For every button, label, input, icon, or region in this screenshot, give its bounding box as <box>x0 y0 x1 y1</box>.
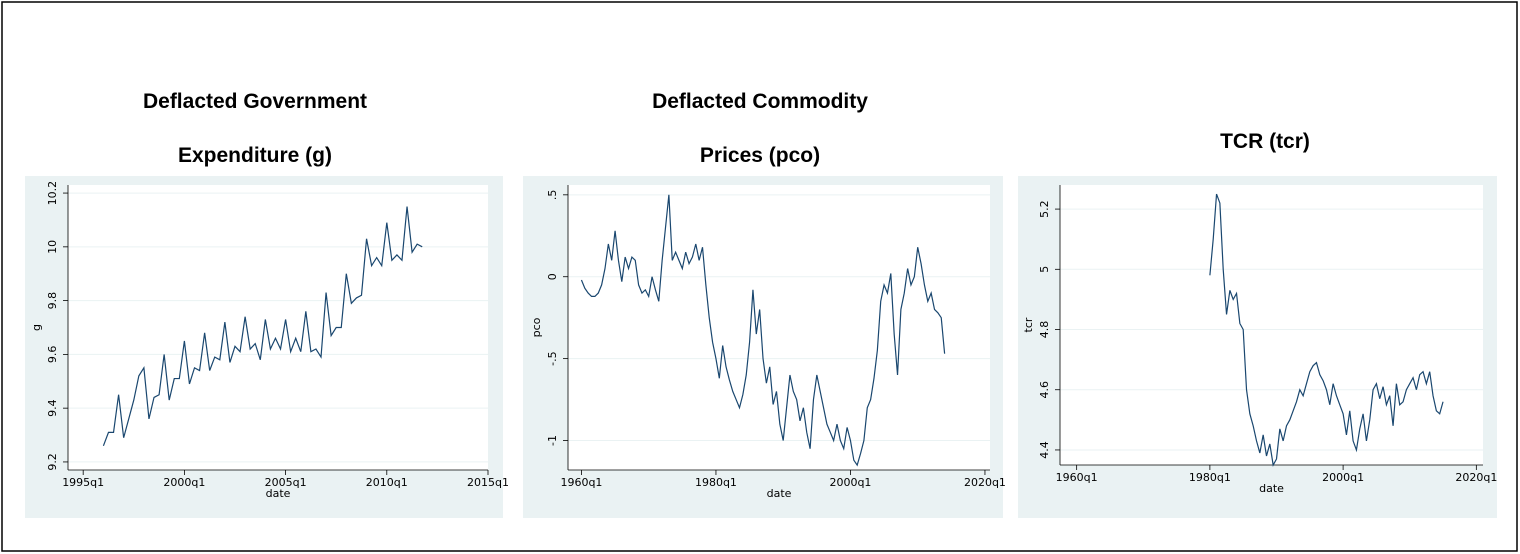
x-tick-label: 2000q1 <box>829 476 871 489</box>
y-tick-label: 9.2 <box>46 453 59 471</box>
plot-area <box>1060 185 1483 465</box>
x-tick-label: 1980q1 <box>695 476 737 489</box>
y-tick-label: 4.8 <box>1038 321 1051 339</box>
y-tick-label: 0 <box>546 273 559 280</box>
x-tick-label: 2010q1 <box>366 476 408 489</box>
x-tick-label: 2020q1 <box>964 476 1006 489</box>
y-tick-label: 4.6 <box>1038 381 1051 399</box>
y-tick-label: .5 <box>546 190 559 201</box>
y-tick-label: -.5 <box>546 351 559 365</box>
data-line <box>1209 193 1444 467</box>
x-tick-label: 2005q1 <box>265 476 307 489</box>
y-axis-title: pco <box>530 317 543 337</box>
y-tick-label: 10 <box>46 240 59 254</box>
x-tick-label: 2020q1 <box>1455 471 1497 484</box>
chart-title: Deflacted Commodity Prices (pco) <box>652 90 868 167</box>
x-axis-title: date <box>266 487 291 500</box>
x-axis-title: date <box>1259 482 1284 495</box>
y-tick-label: 9.8 <box>46 292 59 310</box>
y-tick-label: -1 <box>546 435 559 446</box>
x-tick-label: 2015q1 <box>467 476 509 489</box>
chart: 4.4 4.6 4.8 5 5.2 1960q1 1980q1 2000q1 2020q1 dat… <box>1018 176 1497 518</box>
y-axis-title: tcr <box>1022 317 1035 332</box>
x-tick-label: 2000q1 <box>163 476 205 489</box>
y-tick-label: 5 <box>1038 266 1051 273</box>
data-line <box>580 194 946 467</box>
x-tick-label: 1960q1 <box>560 476 602 489</box>
y-tick-label: 9.6 <box>46 346 59 364</box>
y-tick-label: 5.2 <box>1038 200 1051 218</box>
chart: -1 -.5 0 .5 1960q1 1980q1 2000q1 2020q1 date pco <box>523 176 1006 518</box>
chart: 9.2 9.4 9.6 9.8 10 10.2 1995q1 2000q1 2005q1 2010… <box>25 176 509 518</box>
chart-title: TCR (tcr) <box>1220 130 1310 153</box>
x-tick-label: 1980q1 <box>1189 471 1231 484</box>
plot-area <box>68 185 488 470</box>
x-tick-label: 1960q1 <box>1056 471 1098 484</box>
y-tick-label: 9.4 <box>46 399 59 417</box>
x-tick-label: 2000q1 <box>1322 471 1364 484</box>
y-axis-title: g <box>30 324 43 331</box>
data-line <box>102 206 423 447</box>
x-axis-title: date <box>767 487 792 500</box>
plot-area <box>568 185 990 470</box>
chart-title: Deflacted Government Expenditure (g) <box>142 90 368 167</box>
y-tick-label: 4.4 <box>1038 441 1051 459</box>
y-tick-label: 10.2 <box>46 181 59 206</box>
x-tick-label: 1995q1 <box>62 476 104 489</box>
